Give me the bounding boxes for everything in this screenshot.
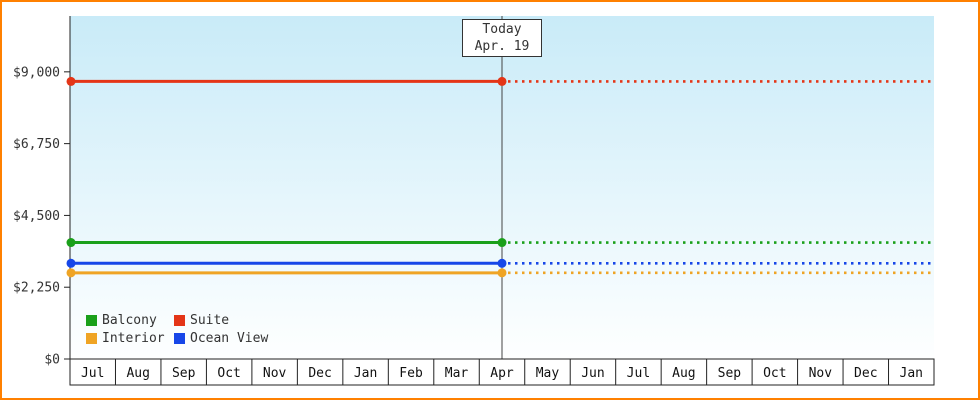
y-axis-label: $4,500 — [13, 209, 60, 224]
x-axis-month-label: Nov — [809, 366, 833, 381]
x-axis-month-label: Jun — [581, 366, 604, 381]
legend-label-suite: Suite — [190, 312, 230, 328]
legend-swatch-balcony — [86, 314, 97, 326]
legend-item-ocean-view: Ocean View — [174, 329, 268, 347]
series-start-marker-interior — [66, 268, 76, 278]
legend-label-interior: Interior — [102, 330, 165, 346]
series-start-marker-ocean-view — [66, 258, 76, 268]
x-axis-month-label: Oct — [763, 366, 786, 381]
legend-label-ocean-view: Ocean View — [190, 330, 269, 346]
x-axis-month-label: Sep — [718, 366, 742, 381]
x-axis-month-label: Aug — [126, 366, 149, 381]
legend-swatch-interior — [86, 332, 97, 344]
y-axis-label: $2,250 — [13, 281, 60, 296]
x-axis-month-label: Dec — [308, 366, 331, 381]
legend-item-balcony: Balcony — [86, 311, 174, 329]
legend-label-balcony: Balcony — [102, 312, 157, 328]
x-axis-month-label: Jan — [900, 366, 923, 381]
x-axis-month-label: Feb — [399, 366, 423, 381]
x-axis-month-label: Dec — [854, 366, 877, 381]
legend-swatch-suite — [174, 314, 185, 326]
series-today-marker-balcony — [497, 238, 507, 248]
y-axis-label: $9,000 — [13, 65, 60, 80]
x-axis-month-label: May — [536, 366, 560, 381]
x-axis-month-label: Sep — [172, 366, 196, 381]
today-annotation: Today Apr. 19 — [462, 19, 542, 57]
today-date: Apr. 19 — [474, 39, 530, 54]
chart-legend: Balcony Suite Interior Ocean View — [86, 311, 268, 347]
series-start-marker-suite — [66, 76, 76, 86]
x-axis-month-label: Apr — [490, 366, 514, 381]
x-axis-month-label: Mar — [445, 366, 469, 381]
x-axis-month-label: Jan — [354, 366, 377, 381]
series-today-marker-interior — [497, 268, 507, 278]
x-axis-month-label: Jul — [627, 366, 650, 381]
x-axis-month-label: Jul — [81, 366, 104, 381]
x-axis-row — [69, 358, 935, 386]
legend-swatch-ocean-view — [174, 332, 185, 344]
today-label: Today — [482, 22, 522, 37]
y-axis-label: $0 — [44, 353, 60, 368]
legend-item-interior: Interior — [86, 329, 174, 347]
y-axis-label: $6,750 — [13, 137, 60, 152]
x-axis-month-label: Nov — [263, 366, 287, 381]
series-start-marker-balcony — [66, 238, 76, 248]
series-today-marker-suite — [497, 76, 507, 86]
x-axis-month-label: Aug — [672, 366, 695, 381]
x-axis-month-label: Oct — [217, 366, 240, 381]
legend-item-suite: Suite — [174, 311, 268, 329]
series-today-marker-ocean-view — [497, 258, 507, 268]
